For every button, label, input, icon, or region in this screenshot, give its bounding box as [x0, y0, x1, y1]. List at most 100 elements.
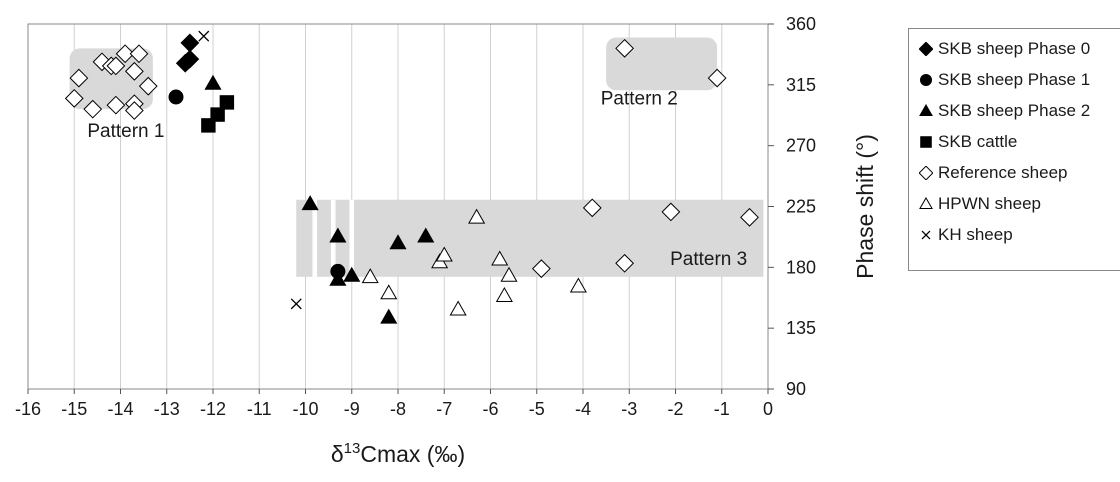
square-marker-icon — [920, 136, 932, 148]
data-point — [707, 68, 727, 88]
y-tick-label: 225 — [786, 197, 816, 217]
legend-item: Reference sheep — [919, 159, 1067, 187]
data-point — [210, 107, 225, 122]
data-point — [495, 287, 513, 302]
data-point — [175, 53, 195, 73]
data-point — [115, 44, 135, 64]
region-label: Pattern 2 — [601, 88, 678, 109]
x-tick-label: -1 — [714, 399, 730, 419]
data-point — [582, 198, 602, 218]
data-point — [361, 268, 379, 284]
legend-marker — [919, 104, 933, 117]
data-point — [83, 99, 103, 119]
series-kh-sheep — [198, 30, 302, 310]
data-point — [615, 38, 635, 58]
y-tick-label: 315 — [786, 75, 816, 95]
legend-marker — [919, 197, 933, 210]
legend-label: Reference sheep — [938, 163, 1068, 182]
x-tick-label: -9 — [344, 399, 360, 419]
x-tick-label: -10 — [292, 399, 318, 419]
data-point — [198, 30, 210, 42]
series-skb-sheep-phase-2 — [204, 74, 435, 324]
data-point — [329, 270, 347, 286]
data-point — [569, 277, 587, 293]
x-tick-label: -16 — [15, 399, 41, 419]
data-point — [329, 227, 347, 243]
legend-item: SKB cattle — [919, 128, 1017, 156]
legend-marker — [919, 42, 933, 56]
data-point — [661, 202, 681, 222]
legend-item: SKB sheep Phase 0 — [919, 35, 1090, 63]
x-tick-label: -6 — [482, 399, 498, 419]
axis-labels: -16 -15 -14 -13 -12 -11 -10 -9 -8 -7 -6 -5 -4 -3 -2 -1 0… — [15, 14, 878, 467]
pattern-gap — [349, 199, 355, 277]
data-point — [435, 246, 453, 262]
data-point — [180, 33, 200, 53]
legend-label: SKB sheep Phase 1 — [938, 70, 1091, 89]
series-reference-sheep — [64, 38, 759, 279]
legend-label: HPWN sheep — [938, 194, 1041, 213]
x-axis-label: δ13Cmax (‰) — [331, 440, 465, 467]
x-tick-label: -8 — [390, 399, 406, 419]
axes — [27, 23, 774, 394]
y-tick-label: 270 — [786, 136, 816, 156]
legend-label: SKB sheep Phase 2 — [938, 101, 1091, 120]
legend: SKB sheep Phase 0 SKB sheep Phase 1 SKB sh… — [908, 28, 1120, 271]
series-hpwn-sheep — [361, 208, 587, 316]
data-point — [219, 95, 235, 110]
data-point — [468, 208, 486, 224]
series-skb-sheep-phase-0 — [175, 33, 200, 73]
legend-item: SKB sheep Phase 1 — [919, 66, 1090, 94]
data-point — [106, 56, 126, 76]
legend-item: SKB sheep Phase 2 — [919, 97, 1090, 125]
data-point — [380, 284, 398, 300]
triangle-marker-icon — [919, 197, 933, 210]
data-point — [138, 76, 158, 96]
data-point — [449, 300, 467, 316]
x-tick-label: -13 — [154, 399, 180, 419]
data-point — [491, 250, 509, 266]
data-point — [615, 253, 635, 273]
legend-label: KH sheep — [938, 225, 1013, 244]
legend-label: SKB sheep Phase 0 — [938, 39, 1091, 58]
data-point — [124, 61, 144, 81]
cross-marker-icon — [921, 230, 931, 240]
x-tick-label: -2 — [667, 399, 683, 419]
data-points — [64, 30, 759, 324]
series-skb-cattle — [201, 95, 235, 133]
y-tick-label: 180 — [786, 257, 816, 277]
x-tick-label: -11 — [247, 399, 272, 419]
data-point — [201, 118, 216, 133]
data-point — [531, 259, 551, 279]
triangle-marker-icon — [919, 104, 933, 117]
data-point — [389, 234, 407, 250]
pattern-region — [69, 48, 153, 110]
legend-marker — [920, 74, 932, 86]
y-tick-label: 360 — [786, 14, 816, 34]
y-tick-label: 90 — [786, 379, 806, 399]
y-axis-label: Phase shift (°) — [852, 134, 878, 279]
x-tick-label: -14 — [107, 399, 133, 419]
y-tick-label: 135 — [786, 318, 816, 338]
region-label: Pattern 1 — [87, 121, 164, 142]
data-point — [343, 266, 361, 282]
data-point — [290, 298, 302, 310]
x-tick-label: -3 — [621, 399, 637, 419]
pattern-gap — [312, 199, 318, 277]
legend-label: SKB cattle — [938, 132, 1018, 151]
legend-marker — [921, 230, 931, 240]
pattern-regions — [69, 37, 764, 277]
x-tick-label: -12 — [200, 399, 226, 419]
series-skb-sheep-phase-1 — [168, 89, 346, 279]
x-tick-label: -7 — [436, 399, 452, 419]
pattern-region — [606, 37, 718, 91]
data-point — [204, 74, 222, 90]
region-label: Pattern 3 — [670, 249, 747, 270]
data-point — [417, 227, 435, 243]
data-point — [64, 88, 84, 108]
x-tick-label: -15 — [61, 399, 87, 419]
circle-marker-icon — [920, 74, 932, 86]
pattern-region — [296, 199, 764, 277]
